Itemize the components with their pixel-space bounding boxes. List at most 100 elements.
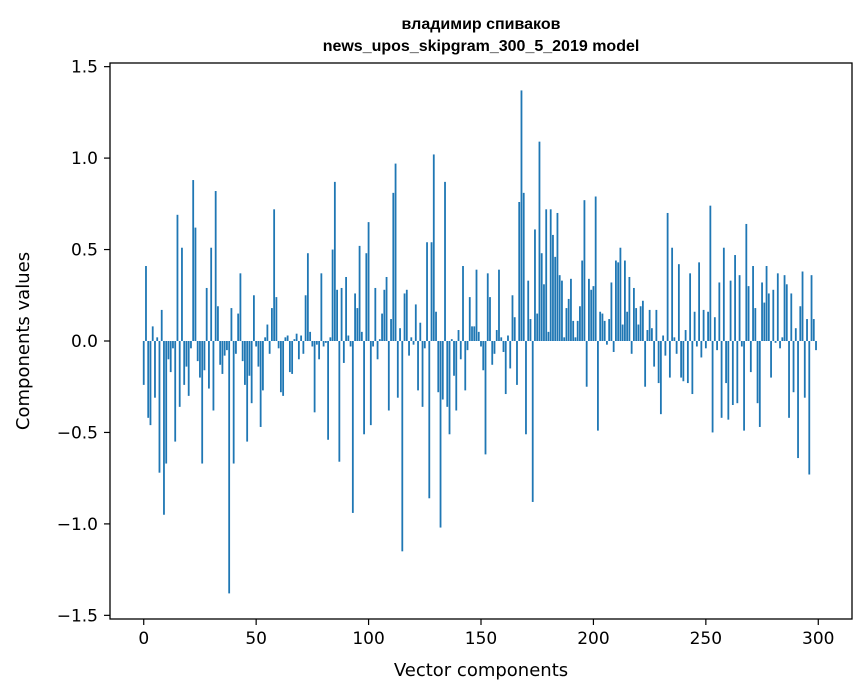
bar <box>176 214 179 341</box>
bar <box>655 309 658 341</box>
bar <box>199 341 201 378</box>
x-tick-label: 0 <box>138 629 149 649</box>
bar <box>603 320 606 341</box>
bar <box>659 341 662 415</box>
bar <box>309 331 312 341</box>
bar <box>417 341 419 391</box>
bar <box>731 341 734 406</box>
bar <box>707 311 709 341</box>
bar <box>567 298 570 341</box>
bar <box>547 331 550 341</box>
bar <box>392 192 395 341</box>
bar <box>383 289 386 341</box>
bar <box>219 341 222 365</box>
bar <box>689 273 692 341</box>
bar <box>459 341 462 360</box>
bar <box>792 341 795 393</box>
bar <box>181 247 183 341</box>
bar <box>293 339 296 341</box>
bar <box>160 309 163 341</box>
bar <box>693 311 696 341</box>
bar <box>369 341 372 426</box>
bar <box>264 337 267 341</box>
bar <box>448 341 451 435</box>
bar <box>749 341 752 373</box>
bar <box>801 271 804 341</box>
bar <box>698 262 700 341</box>
bar <box>716 341 718 351</box>
bar <box>340 287 343 341</box>
bar <box>302 341 305 354</box>
bar <box>576 320 579 341</box>
bar <box>217 306 219 341</box>
bar <box>304 295 307 341</box>
bar <box>174 341 177 442</box>
bar <box>806 319 808 341</box>
bar <box>178 341 181 407</box>
bar <box>378 339 381 341</box>
bar <box>650 328 653 341</box>
bar <box>437 341 440 393</box>
bar <box>387 341 390 411</box>
bar <box>720 341 723 418</box>
bar <box>208 341 210 389</box>
bar <box>491 341 494 365</box>
bar <box>468 297 471 341</box>
bar <box>390 319 392 341</box>
bar <box>531 341 534 502</box>
bar <box>241 341 244 362</box>
bar <box>408 341 410 356</box>
bar <box>653 341 656 367</box>
bar <box>156 337 159 341</box>
bar <box>507 335 509 341</box>
bar <box>223 341 226 356</box>
bar <box>196 341 199 362</box>
bar <box>322 341 325 347</box>
bar <box>527 280 530 341</box>
bar <box>570 278 572 341</box>
x-tick-label: 250 <box>690 629 722 649</box>
bar <box>680 341 683 378</box>
bar <box>169 341 172 373</box>
bar <box>612 341 615 352</box>
bar <box>581 260 584 341</box>
bar <box>230 308 233 341</box>
bar <box>158 341 161 473</box>
bar <box>662 335 665 341</box>
bar <box>621 324 624 341</box>
bar <box>228 341 231 594</box>
bar <box>203 341 206 371</box>
bar <box>327 341 329 440</box>
bar <box>320 273 323 341</box>
bar <box>617 262 620 341</box>
bar <box>610 282 613 341</box>
x-axis-ticks: 0 50 100 150 200 250 300 <box>138 619 834 649</box>
bar <box>212 341 215 411</box>
bar <box>235 341 237 354</box>
bar <box>763 302 766 341</box>
bar <box>666 212 669 341</box>
bar <box>668 341 671 378</box>
bar <box>790 293 793 341</box>
bar <box>664 341 667 356</box>
bar <box>376 341 379 360</box>
bar <box>428 341 431 499</box>
bar <box>579 306 581 341</box>
bar <box>615 260 617 341</box>
bar <box>770 341 772 378</box>
bar <box>149 341 152 426</box>
bar <box>592 286 595 341</box>
bar <box>682 341 685 382</box>
bar <box>583 200 586 341</box>
bar <box>257 341 260 367</box>
bar <box>648 309 651 341</box>
bar <box>450 339 453 341</box>
bar <box>700 341 703 358</box>
bar <box>439 341 442 528</box>
bar <box>486 273 489 341</box>
bar <box>781 337 784 341</box>
bar <box>333 181 336 341</box>
bar <box>412 341 415 345</box>
bar <box>419 322 422 341</box>
bar <box>563 337 566 341</box>
